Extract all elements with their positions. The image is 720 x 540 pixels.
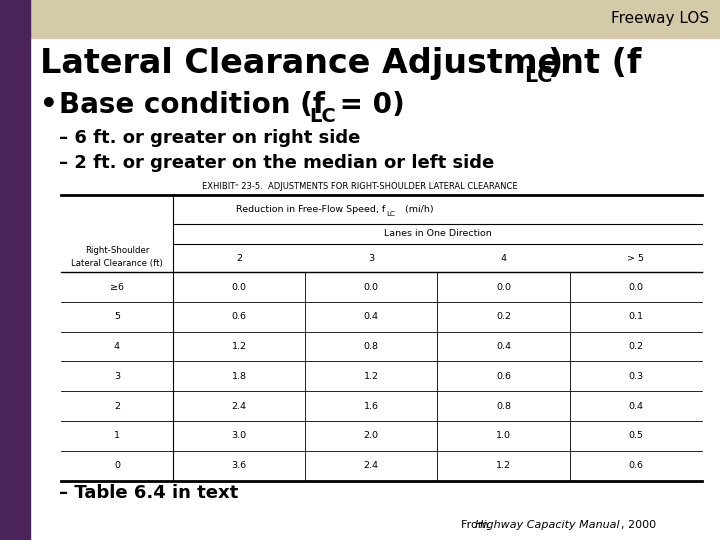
Text: Highway Capacity Manual: Highway Capacity Manual (475, 520, 620, 530)
Text: ): ) (547, 47, 562, 80)
Text: 2.0: 2.0 (364, 431, 379, 441)
Text: 0.0: 0.0 (364, 282, 379, 292)
Text: 1.6: 1.6 (364, 402, 379, 410)
Text: 1.2: 1.2 (496, 461, 511, 470)
Text: Lateral Clearance (ft): Lateral Clearance (ft) (71, 259, 163, 268)
Text: , 2000: , 2000 (621, 520, 656, 530)
Text: 0.4: 0.4 (364, 312, 379, 321)
Text: 1: 1 (114, 431, 120, 441)
Text: – 2 ft. or greater on the median or left side: – 2 ft. or greater on the median or left… (59, 154, 495, 172)
Text: 0.0: 0.0 (496, 282, 511, 292)
Text: 2.4: 2.4 (364, 461, 379, 470)
Text: 4: 4 (114, 342, 120, 351)
Text: 0.0: 0.0 (231, 282, 246, 292)
Text: 0.4: 0.4 (629, 402, 644, 410)
Text: Freeway LOS: Freeway LOS (611, 11, 709, 26)
Text: = 0): = 0) (330, 91, 405, 119)
Text: 0.8: 0.8 (364, 342, 379, 351)
Text: – 6 ft. or greater on right side: – 6 ft. or greater on right side (59, 129, 361, 147)
Text: Base condition (f: Base condition (f (59, 91, 325, 119)
Text: LC: LC (524, 66, 553, 86)
Text: 1.2: 1.2 (364, 372, 379, 381)
Text: 0.3: 0.3 (629, 372, 644, 381)
Text: LC: LC (386, 211, 395, 218)
Text: Lanes in One Direction: Lanes in One Direction (384, 230, 491, 238)
Text: ≥6: ≥6 (110, 282, 124, 292)
Text: 2: 2 (236, 254, 242, 262)
Text: 0.1: 0.1 (629, 312, 644, 321)
Text: 3: 3 (368, 254, 374, 262)
Text: 3.0: 3.0 (231, 431, 246, 441)
Text: 0.5: 0.5 (629, 431, 644, 441)
Text: (mi/h): (mi/h) (402, 205, 433, 214)
Text: 5: 5 (114, 312, 120, 321)
Text: 0.4: 0.4 (496, 342, 511, 351)
Text: •: • (40, 91, 58, 119)
Text: 0: 0 (114, 461, 120, 470)
Text: Right-Shoulder: Right-Shoulder (85, 246, 149, 255)
Text: 0.0: 0.0 (629, 282, 644, 292)
Text: – Table 6.4 in text: – Table 6.4 in text (59, 484, 238, 502)
Text: 1.2: 1.2 (231, 342, 246, 351)
Text: > 5: > 5 (627, 254, 644, 262)
Text: 0.2: 0.2 (629, 342, 644, 351)
Text: From: From (461, 520, 492, 530)
Text: 2.4: 2.4 (231, 402, 246, 410)
Text: 4: 4 (500, 254, 507, 262)
Text: Reduction in Free-Flow Speed, f: Reduction in Free-Flow Speed, f (236, 205, 385, 214)
Text: 1.8: 1.8 (231, 372, 246, 381)
Text: LC: LC (310, 106, 336, 125)
Text: Lateral Clearance Adjustment (f: Lateral Clearance Adjustment (f (40, 47, 641, 80)
Text: 3.6: 3.6 (231, 461, 246, 470)
Text: Spring 2008: Spring 2008 (11, 456, 19, 507)
Text: EXHIBITⁿ 23-5.  ADJUSTMENTS FOR RIGHT-SHOULDER LATERAL CLEARANCE: EXHIBITⁿ 23-5. ADJUSTMENTS FOR RIGHT-SHO… (202, 182, 518, 191)
Text: 0.2: 0.2 (496, 312, 511, 321)
Text: 2: 2 (114, 402, 120, 410)
Text: 1.0: 1.0 (496, 431, 511, 441)
Text: 3: 3 (114, 372, 120, 381)
Text: CEE 320: CEE 320 (11, 436, 19, 471)
Text: 0.8: 0.8 (496, 402, 511, 410)
Text: 0.6: 0.6 (496, 372, 511, 381)
Text: 0.6: 0.6 (231, 312, 246, 321)
Text: 0.6: 0.6 (629, 461, 644, 470)
